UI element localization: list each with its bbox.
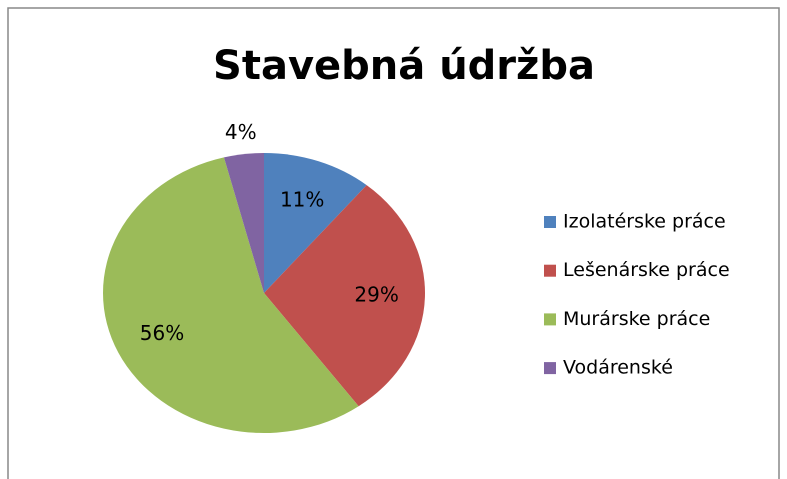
legend-label: Murárske práce xyxy=(563,308,710,330)
legend-swatch xyxy=(544,362,556,375)
legend-label: Izolatérske práce xyxy=(563,211,726,233)
data-label: 11% xyxy=(280,187,324,211)
pie-slice xyxy=(264,185,426,407)
data-label: 56% xyxy=(140,321,184,345)
data-label: 29% xyxy=(354,283,398,307)
legend-swatch xyxy=(544,216,556,228)
chart-title: Stavebná údržba xyxy=(213,43,595,89)
data-label: 4% xyxy=(225,120,257,144)
chart-border xyxy=(7,7,780,479)
legend-swatch xyxy=(544,264,556,277)
pie-slice xyxy=(103,157,359,433)
pie-slice xyxy=(223,153,264,293)
legend-swatch xyxy=(544,313,556,326)
legend-label: Lešenárske práce xyxy=(563,259,730,281)
pie-slice xyxy=(264,153,367,293)
legend-label: Vodárenské xyxy=(563,357,673,379)
